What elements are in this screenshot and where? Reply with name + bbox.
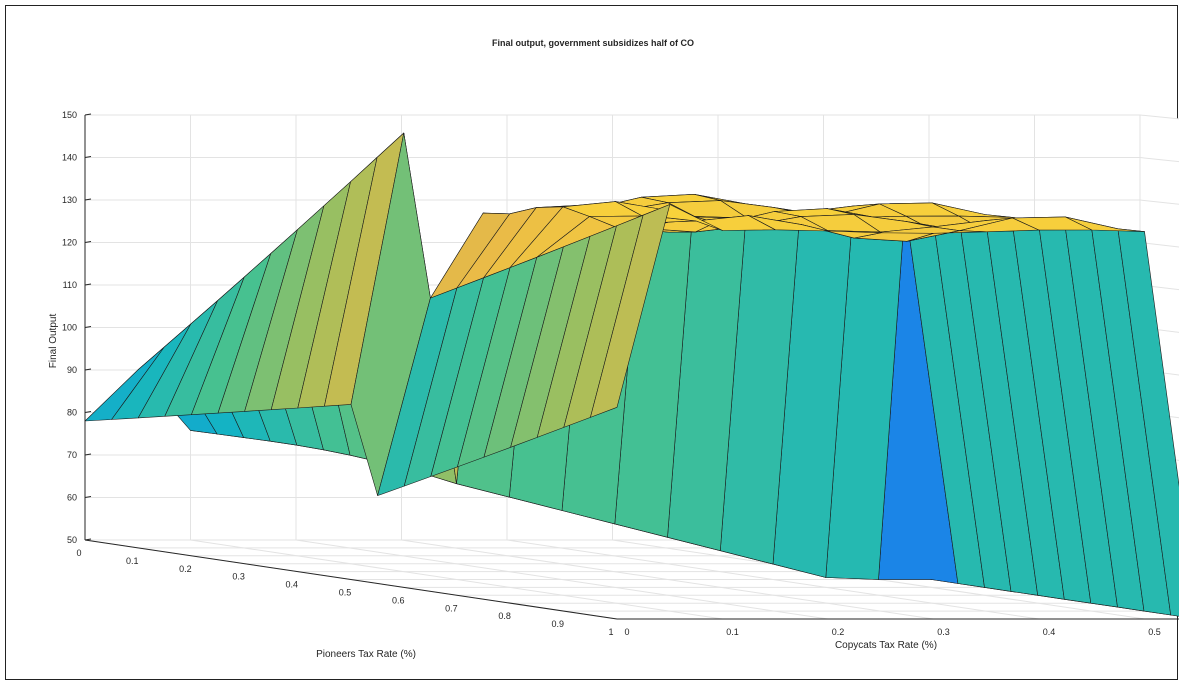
z-tick-mark bbox=[84, 538, 92, 541]
z-tick-mark bbox=[84, 241, 92, 243]
z-tick-mark bbox=[84, 113, 92, 116]
x-tick-label: 0 bbox=[76, 548, 81, 558]
z-tick-label: 100 bbox=[62, 323, 77, 333]
x-tick-label: 0.9 bbox=[552, 619, 565, 629]
x-tick-label: 0.2 bbox=[179, 564, 192, 574]
z-tick-mark bbox=[84, 198, 92, 201]
z-tick-mark bbox=[84, 411, 92, 413]
z-tick-label: 90 bbox=[67, 365, 77, 375]
y-tick-label: 0.4 bbox=[1043, 627, 1056, 637]
x-tick-label: 0.3 bbox=[232, 572, 245, 582]
y-tick-label: 0.2 bbox=[832, 627, 845, 637]
x-tick-label: 0.1 bbox=[126, 556, 139, 566]
x-tick-label: 0.4 bbox=[286, 580, 299, 590]
y-axis-label: Copycats Tax Rate (%) bbox=[835, 640, 937, 651]
z-tick-mark bbox=[84, 283, 92, 286]
x-tick-label: 0.6 bbox=[392, 595, 405, 605]
z-tick-label: 130 bbox=[62, 195, 77, 205]
x-axis-line bbox=[84, 539, 618, 620]
y-tick-label: 0.5 bbox=[1148, 627, 1161, 637]
surface-patch bbox=[590, 204, 671, 418]
x-tick-label: 0.7 bbox=[445, 603, 458, 613]
tick-labels: 50 60 70 80 90 100 110 120 130 140 150 0 0.1 0.2 0.3 0.… bbox=[62, 110, 1161, 637]
z-tick-mark bbox=[84, 453, 92, 456]
z-tick-label: 80 bbox=[67, 408, 77, 418]
z-tick-label: 110 bbox=[63, 280, 77, 290]
z-axis-label: Final Output bbox=[48, 314, 59, 369]
z-tick-mark bbox=[84, 368, 92, 371]
z-tick-label: 50 bbox=[67, 535, 77, 545]
z-tick-mark bbox=[84, 156, 92, 158]
z-tick-label: 120 bbox=[62, 238, 77, 248]
y-tick-label: 0.3 bbox=[937, 627, 950, 637]
z-tick-label: 70 bbox=[67, 450, 77, 460]
chart-title: Final output, government subsidizes half… bbox=[492, 38, 694, 48]
figure-frame: 50 60 70 80 90 100 110 120 130 140 150 0 0.1 0.2 0.3 0.… bbox=[5, 5, 1179, 680]
surface-plot: 50 60 70 80 90 100 110 120 130 140 150 0 0.1 0.2 0.3 0.… bbox=[48, 38, 1179, 660]
x-tick-label: 0.8 bbox=[498, 611, 511, 621]
z-tick-label: 60 bbox=[67, 493, 77, 503]
x-tick-label: 1 bbox=[608, 627, 613, 637]
z-tick-label: 150 bbox=[62, 110, 77, 120]
y-tick-label: 0 bbox=[624, 627, 629, 637]
z-tick-mark bbox=[84, 496, 92, 498]
x-tick-label: 0.5 bbox=[339, 588, 352, 598]
z-tick-mark bbox=[84, 326, 92, 328]
z-tick-label: 140 bbox=[62, 153, 77, 163]
y-tick-label: 0.1 bbox=[726, 627, 739, 637]
x-axis-label: Pioneers Tax Rate (%) bbox=[316, 649, 416, 660]
surface-mesh bbox=[84, 132, 1179, 617]
